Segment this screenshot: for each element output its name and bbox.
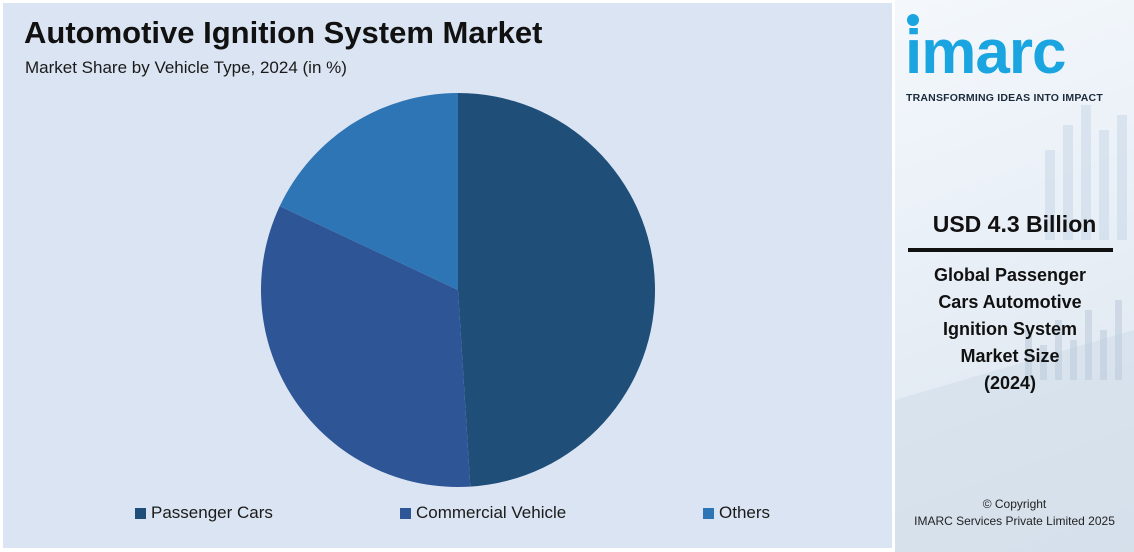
- copyright-line: IMARC Services Private Limited 2025: [914, 514, 1115, 528]
- chart-subtitle: Market Share by Vehicle Type, 2024 (in %…: [25, 58, 347, 77]
- legend-item: Others: [703, 502, 770, 524]
- background-bar-graphic: [895, 105, 1134, 552]
- copyright: © Copyright IMARC Services Private Limit…: [895, 496, 1134, 530]
- legend-swatch: [400, 507, 411, 519]
- legend-swatch: [703, 507, 714, 519]
- description-line: Cars Automotive: [938, 292, 1082, 312]
- legend-label: Passenger Cars: [151, 503, 273, 522]
- market-size-description: Global Passenger Cars Automotive Ignitio…: [915, 262, 1105, 397]
- copyright-line: © Copyright: [982, 497, 1047, 511]
- legend-swatch: [135, 507, 146, 519]
- divider: [908, 248, 1113, 252]
- description-line: (2024): [983, 373, 1037, 393]
- chart-panel: Automotive Ignition System Market Market…: [3, 3, 892, 548]
- description-line: Market Size: [960, 346, 1060, 366]
- chart-title: Automotive Ignition System Market: [24, 15, 543, 50]
- legend-item: Commercial Vehicle: [400, 502, 566, 524]
- legend-label: Others: [719, 503, 771, 522]
- description-line: Global Passenger: [933, 265, 1087, 285]
- info-sidebar: imarc TRANSFORMING IDEAS INTO IMPACT USD…: [895, 0, 1134, 552]
- logo-tagline: TRANSFORMING IDEAS INTO IMPACT: [906, 92, 1103, 104]
- legend-item: Passenger Cars: [135, 502, 273, 524]
- legend-label: Commercial Vehicle: [416, 503, 567, 522]
- pie-slice-commercial-vehicle: [261, 206, 471, 488]
- description-line: Ignition System: [942, 319, 1077, 339]
- pie-slice-passenger-cars: [458, 93, 655, 487]
- market-size-value: USD 4.3 Billion: [932, 211, 1097, 237]
- logo-dot-icon: [907, 14, 919, 26]
- pie-slice-others: [279, 93, 458, 290]
- pie-chart: [261, 93, 655, 488]
- imarc-logo: imarc: [905, 18, 1066, 87]
